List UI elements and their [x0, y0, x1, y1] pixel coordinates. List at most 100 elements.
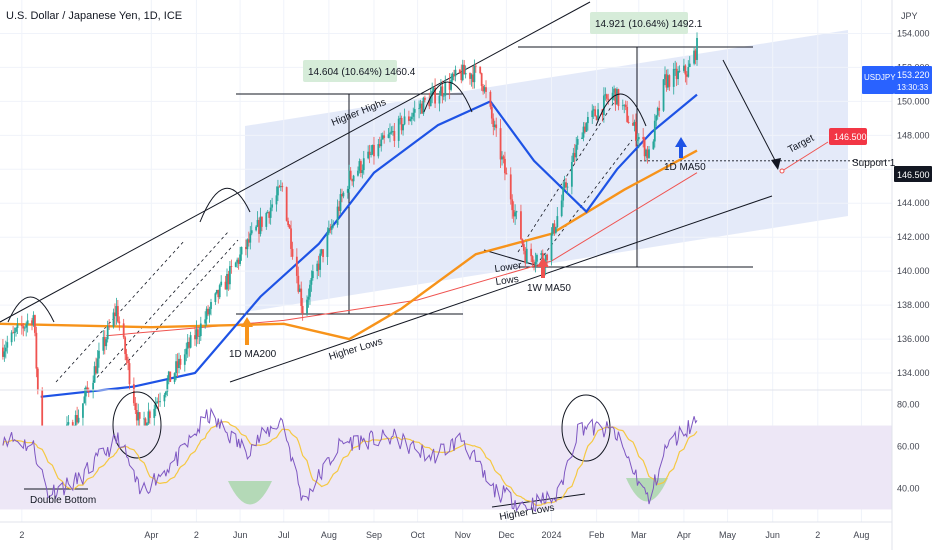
candle-body: [627, 121, 630, 123]
candle-body: [501, 156, 503, 160]
candle-body: [218, 285, 221, 298]
candle-body: [300, 288, 303, 307]
candle-body: [230, 266, 233, 267]
rsi-higher-lows-line: [491, 493, 586, 508]
candle-body: [169, 371, 172, 382]
candle-body: [290, 228, 292, 249]
time-tick-label: Apr: [144, 530, 158, 540]
candle-body: [684, 65, 687, 75]
candle-body: [572, 152, 575, 163]
top-arc: [595, 93, 647, 127]
candle-body: [458, 69, 461, 73]
candle-body: [582, 126, 585, 138]
candle-body: [566, 186, 569, 188]
double-bottom-label: Double Bottom: [30, 495, 96, 506]
candle-body: [672, 69, 675, 87]
time-tick-label: Sep: [366, 530, 382, 540]
candle-body: [234, 262, 237, 267]
candle-body: [391, 131, 394, 132]
candle-body: [239, 254, 241, 264]
candle-body: [13, 331, 16, 333]
candle-body: [157, 401, 160, 403]
candle-body: [442, 95, 445, 97]
candle-body: [451, 73, 454, 81]
candle-body: [285, 187, 288, 221]
candle-body: [432, 87, 435, 92]
candle-body: [15, 327, 17, 332]
candle-body: [632, 122, 634, 126]
rsi-tick-label: 80.00: [897, 400, 920, 410]
time-tick-label: Oct: [411, 530, 426, 540]
candle-body: [434, 87, 436, 104]
candle-body: [441, 86, 444, 97]
target-projection: [722, 59, 829, 174]
candle-body: [617, 89, 620, 107]
candle-body: [473, 65, 476, 83]
candle-body: [429, 96, 432, 107]
rsi-pane[interactable]: [0, 391, 892, 513]
candle-body: [485, 87, 487, 92]
candle-body: [146, 423, 148, 427]
candle-body: [613, 88, 615, 93]
time-tick-label: 2024: [541, 530, 561, 540]
candle-body: [541, 253, 544, 261]
candle-body: [515, 211, 518, 213]
candle-body: [380, 139, 383, 147]
candle-body: [166, 380, 169, 392]
candle-body: [25, 324, 28, 328]
candle-body: [326, 233, 329, 257]
candle-body: [358, 161, 361, 171]
candle-body: [387, 134, 390, 138]
candle-body: [196, 329, 199, 337]
price-tick-label: 140.000: [897, 266, 930, 276]
rsi-tick-label: 60.00: [897, 442, 920, 452]
candle-body: [403, 116, 406, 125]
candle-body: [499, 128, 502, 160]
candle-body: [275, 195, 278, 205]
support-badge-value: 146.500: [897, 170, 930, 180]
candle-body: [431, 91, 434, 97]
candle-body: [633, 121, 636, 126]
candle-body: [482, 86, 485, 92]
candle-body: [540, 253, 543, 256]
candle-body: [624, 104, 627, 107]
time-tick-label: Jun: [765, 530, 780, 540]
candle-body: [135, 410, 138, 421]
candle-body: [525, 248, 528, 264]
candle-body: [694, 50, 697, 60]
price-badge[interactable]: USDJPY 153.220 13:30:33: [862, 66, 932, 94]
candle-body: [413, 109, 416, 113]
candle-body: [339, 194, 342, 211]
candle-body: [82, 403, 84, 418]
candle-body: [246, 239, 249, 250]
time-tick-label: May: [719, 530, 737, 540]
candle-body: [489, 91, 492, 107]
candle-body: [575, 144, 578, 158]
candle-body: [194, 335, 196, 340]
candle-body: [536, 255, 538, 262]
rsi-circle: [561, 394, 611, 462]
time-tick-label: Aug: [853, 530, 869, 540]
candle-body: [36, 368, 39, 391]
candle-body: [595, 116, 598, 121]
candle-body: [86, 387, 89, 390]
candle-body: [373, 144, 375, 157]
rsi-axis[interactable]: 40.00 60.00 80.00: [897, 400, 920, 494]
target-badge: 146.500: [829, 128, 867, 145]
time-tick-label: 2: [194, 530, 199, 540]
candle-body: [74, 415, 77, 431]
candle-body: [266, 212, 269, 214]
candle-body: [106, 325, 109, 340]
candle-body: [132, 384, 135, 404]
candle-body: [565, 182, 567, 188]
time-axis[interactable]: 2 Apr 2 Jun Jul Aug Sep Oct Nov Dec 2024 Feb Mar Apr M…: [19, 530, 869, 540]
candle-body: [653, 120, 656, 142]
candle-body: [256, 219, 259, 227]
candle-body: [220, 281, 223, 286]
candle-body: [614, 88, 617, 105]
candle-body: [512, 210, 515, 217]
support-badge[interactable]: 146.500: [894, 166, 932, 182]
candle-body: [208, 308, 211, 315]
candle-body: [656, 107, 659, 116]
